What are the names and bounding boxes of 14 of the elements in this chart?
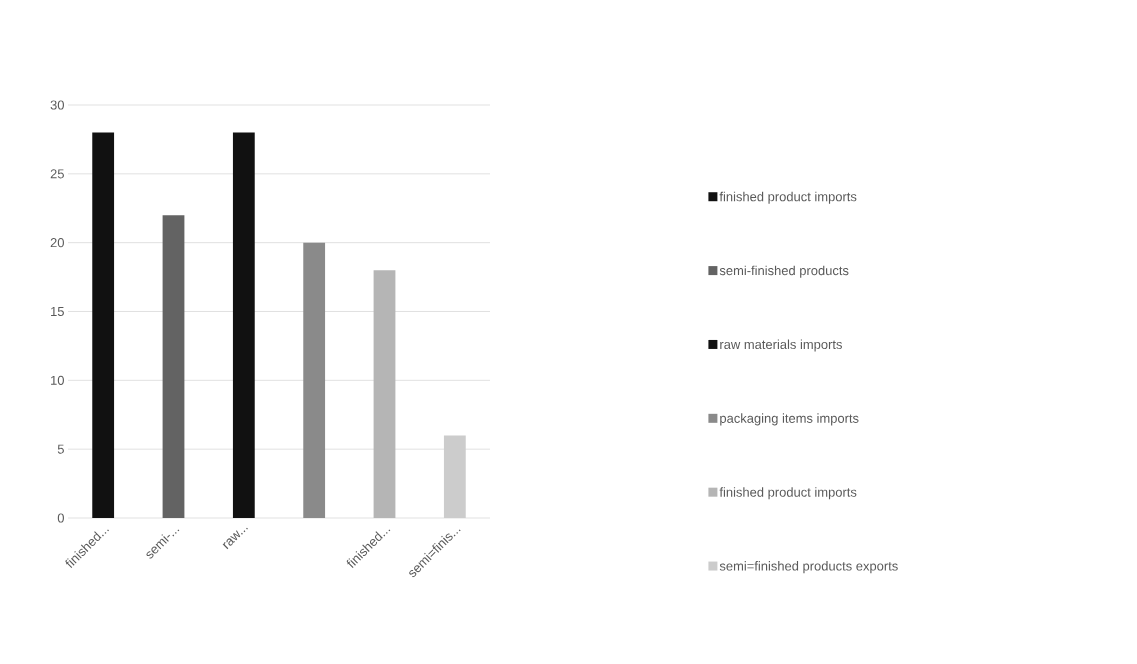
legend-label: finished product imports [719, 487, 857, 500]
y-tick-label: 20 [50, 238, 64, 248]
x-tick-label: raw... [222, 527, 248, 550]
legend-label: semi=finished products exports [719, 561, 898, 574]
y-tick-label: 30 [50, 100, 64, 110]
y-tick-label: 10 [51, 375, 64, 385]
y-tick-label: 5 [57, 444, 64, 454]
legend-label: semi-finished products [719, 265, 849, 278]
y-tick-label: 25 [50, 169, 64, 179]
y-tick-label: 0 [57, 513, 64, 523]
legend-label: raw materials imports [720, 339, 842, 352]
legend-label: finished product imports [719, 191, 857, 204]
legend-label: packaging items imports [720, 413, 859, 426]
y-tick-label: 15 [51, 306, 64, 317]
